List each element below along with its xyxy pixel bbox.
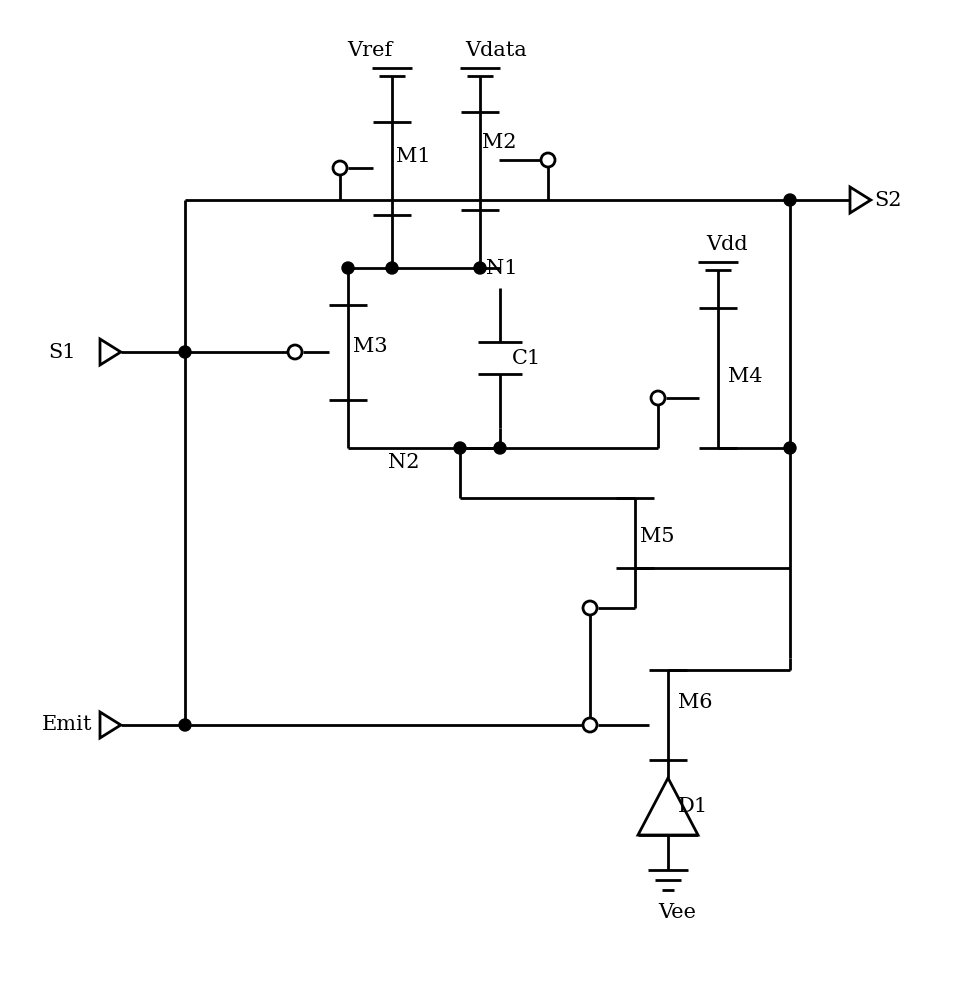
Text: S2: S2: [874, 190, 902, 210]
Text: M5: M5: [640, 526, 674, 546]
Text: Vdd: Vdd: [706, 234, 747, 253]
Circle shape: [583, 601, 597, 615]
Circle shape: [583, 718, 597, 732]
Text: Vee: Vee: [658, 902, 696, 922]
Circle shape: [333, 161, 347, 175]
Text: N2: N2: [388, 452, 419, 472]
Text: N1: N1: [486, 258, 518, 277]
Circle shape: [179, 346, 191, 358]
Text: C1: C1: [512, 349, 541, 367]
Circle shape: [179, 719, 191, 731]
Text: M1: M1: [396, 146, 431, 165]
Text: D1: D1: [678, 797, 708, 816]
Circle shape: [541, 153, 555, 167]
Circle shape: [651, 391, 665, 405]
Circle shape: [288, 345, 302, 359]
Circle shape: [474, 262, 486, 274]
Text: M2: M2: [482, 132, 517, 151]
Text: Vref: Vref: [347, 40, 392, 60]
Circle shape: [454, 442, 466, 454]
Text: Vdata: Vdata: [465, 40, 527, 60]
Circle shape: [784, 442, 796, 454]
Text: S1: S1: [48, 342, 75, 361]
Circle shape: [342, 262, 354, 274]
Text: Emit: Emit: [42, 716, 93, 734]
Text: M3: M3: [353, 338, 388, 357]
Circle shape: [784, 194, 796, 206]
Circle shape: [494, 442, 506, 454]
Circle shape: [386, 262, 398, 274]
Text: M6: M6: [678, 692, 712, 712]
Text: M4: M4: [728, 366, 762, 385]
